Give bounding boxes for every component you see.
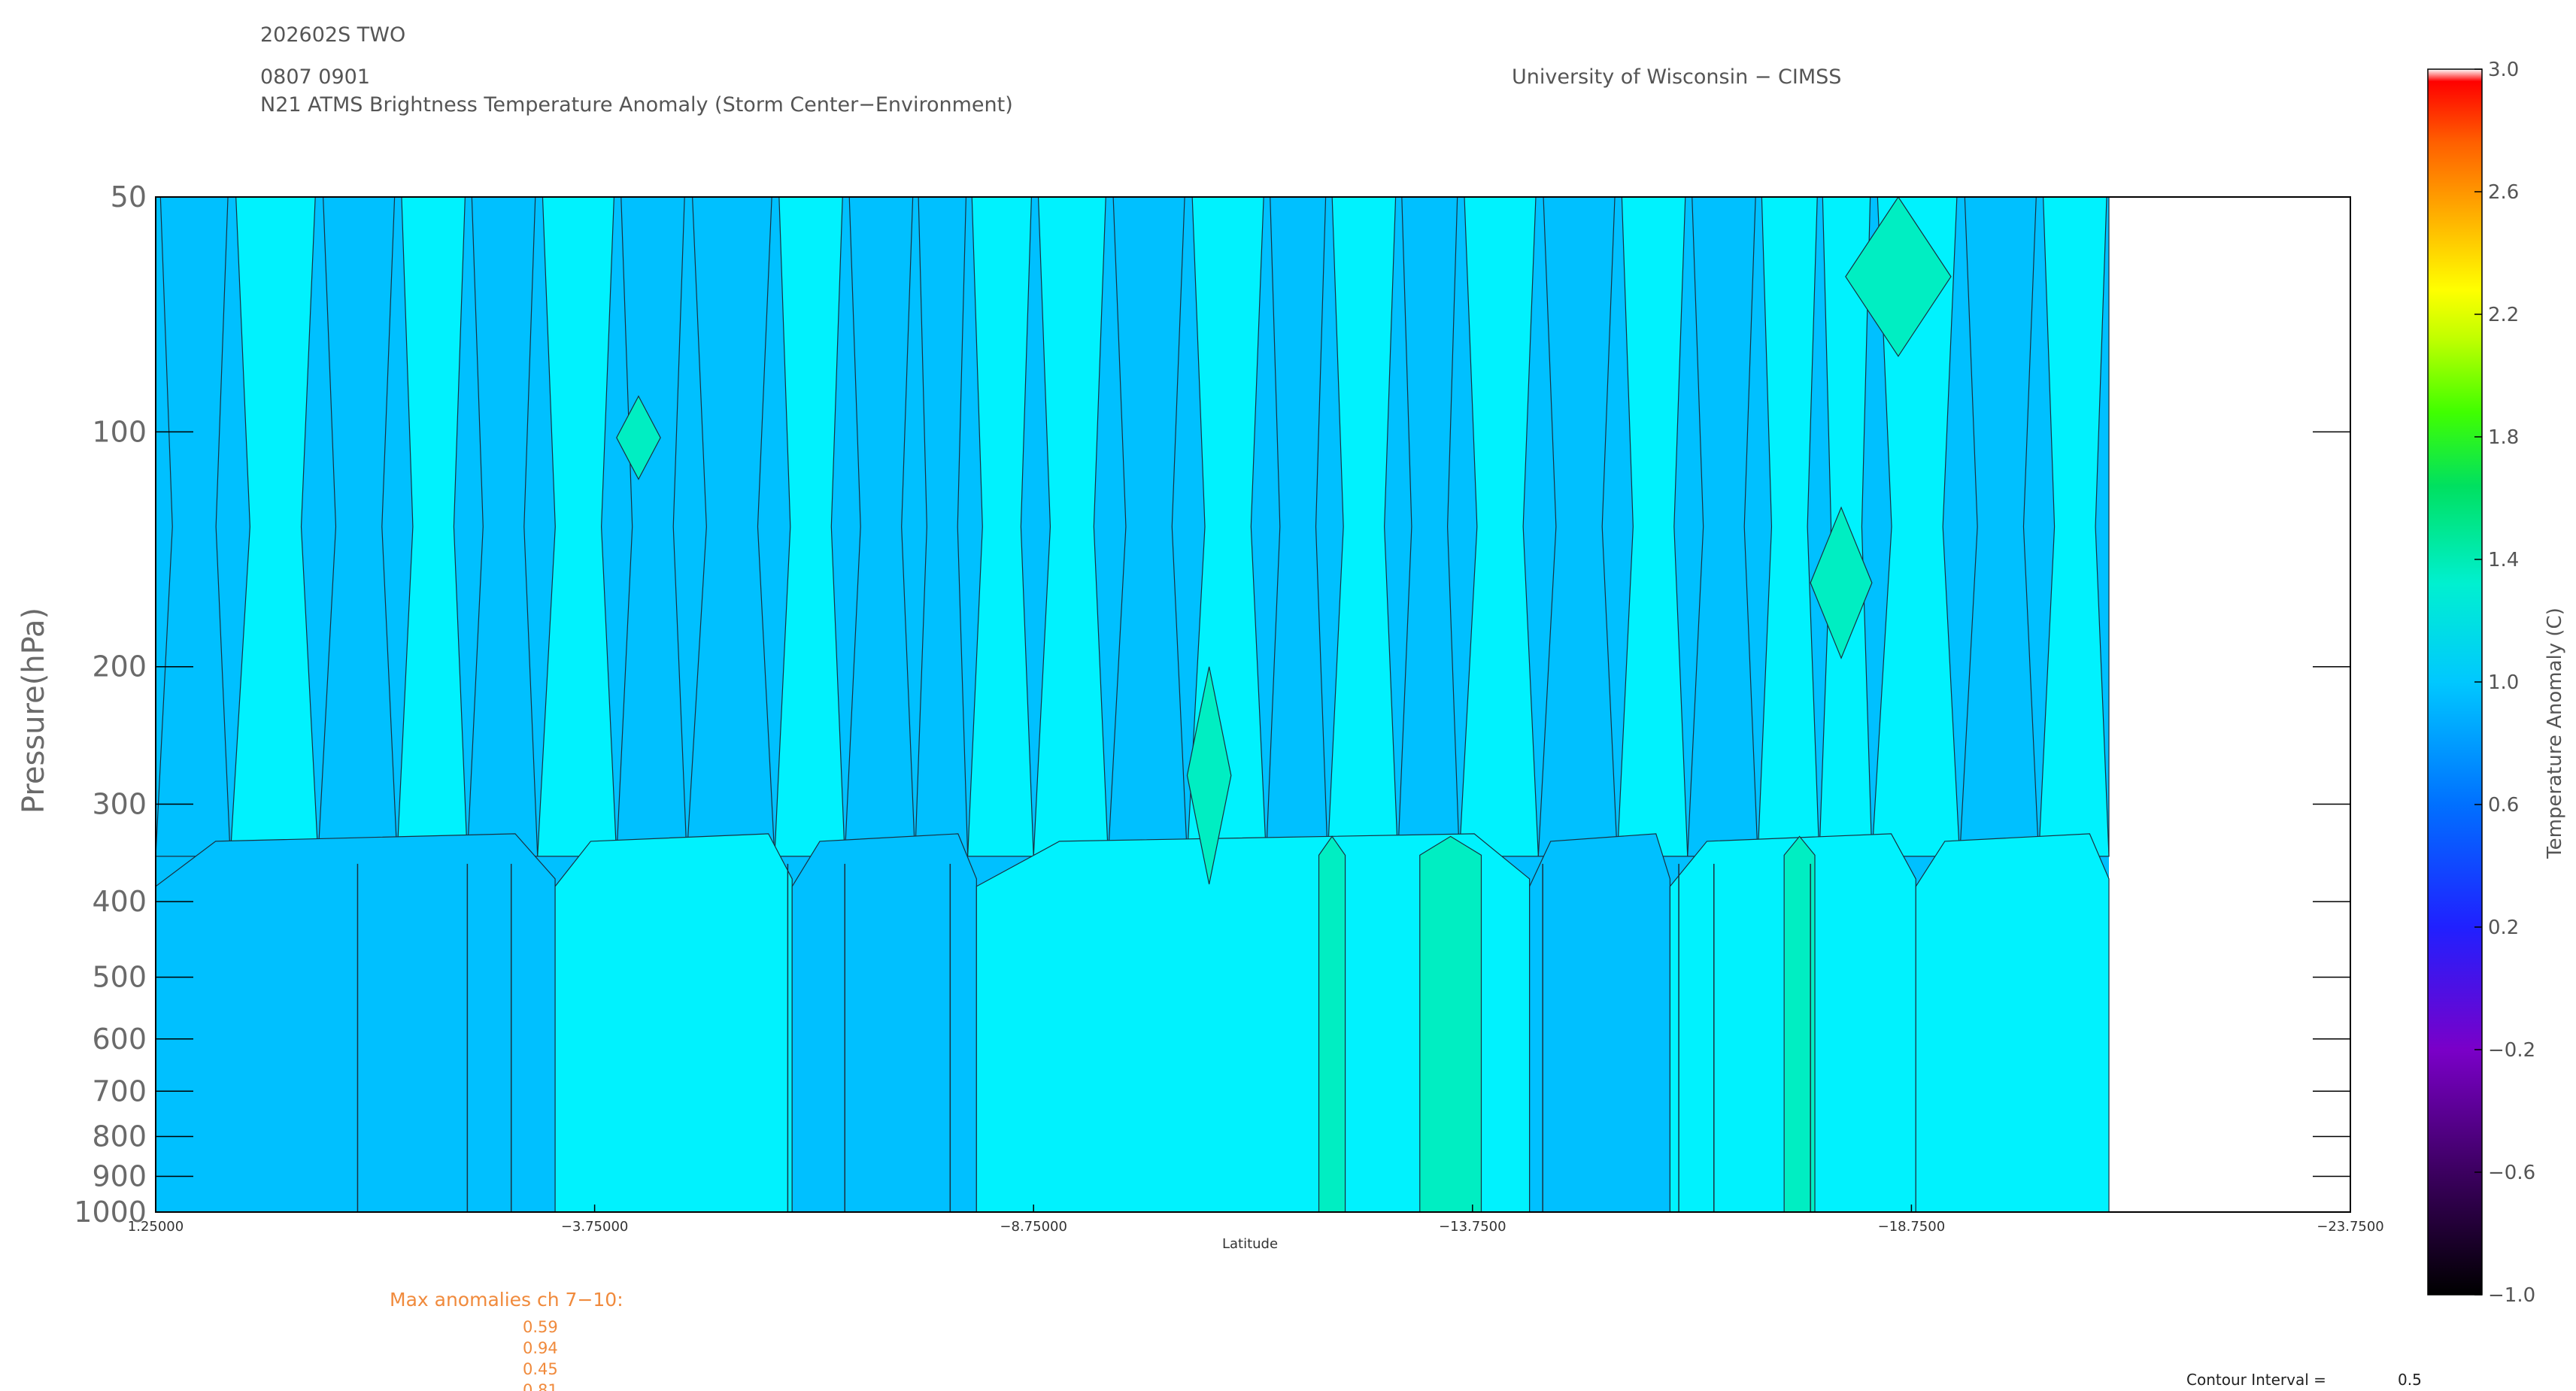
y-tick-label: 200 — [92, 650, 147, 683]
lower-column — [1529, 833, 1671, 1212]
highlight-patch — [1845, 197, 1952, 357]
colorbar: 3.0 2.6 2.2 1.8 1.4 1.0 0.6 0.2 −0.2 −0.6 −1.0 — [2427, 59, 2535, 1307]
highlight-patch — [1783, 835, 1816, 1212]
storm-id: 202602S TWO — [260, 23, 405, 47]
max-anomaly-value: 0.81 — [523, 1381, 558, 1391]
x-tick-label: −13.7500 — [1439, 1219, 1506, 1235]
plot-frame — [155, 196, 2351, 1213]
contour-interval-label: Contour Interval = — [2186, 1371, 2326, 1389]
max-anomaly-value: 0.45 — [523, 1360, 558, 1378]
colorbar-tick-label: −0.2 — [2488, 1039, 2535, 1062]
max-anomaly-value: 0.94 — [523, 1339, 558, 1357]
lower-column — [791, 833, 977, 1212]
x-tick-label: −23.7500 — [2317, 1219, 2384, 1235]
contour-lines — [357, 863, 1811, 1212]
y-tick-label: 900 — [92, 1160, 147, 1193]
y-tick-label: 1000 — [74, 1196, 147, 1229]
lower-column — [156, 833, 556, 1212]
highlight-patch — [616, 395, 661, 480]
colorbar-tick-label: −1.0 — [2488, 1284, 2535, 1307]
x-tick-label: −8.75000 — [1000, 1219, 1067, 1235]
colorbar-tick-label: 1.4 — [2488, 549, 2519, 571]
highlight-patch — [1810, 506, 1873, 659]
x-axis: 1.25000 −3.75000 −8.75000 −13.7500 −18.7500 −… — [128, 1205, 2384, 1235]
colorbar-tick-label: 2.2 — [2488, 304, 2519, 326]
y-axis-title: Pressure(hPa) — [17, 608, 51, 814]
y-tick-label: 700 — [92, 1074, 147, 1108]
highlight-patch — [1419, 835, 1482, 1212]
colorbar-tick-label: 3.0 — [2488, 59, 2519, 81]
max-anomaly-value: 0.59 — [523, 1318, 558, 1336]
colorbar-tick-label: −0.6 — [2488, 1162, 2535, 1184]
lower-column — [554, 833, 793, 1212]
max-anomalies-title: Max anomalies ch 7−10: — [390, 1289, 624, 1311]
y-tick-label: 500 — [92, 961, 147, 994]
lower-column — [1915, 833, 2110, 1212]
colorbar-tick-label: 1.8 — [2488, 426, 2519, 449]
date-time: 0807 0901 — [260, 65, 370, 89]
y-tick-label: 300 — [92, 787, 147, 820]
x-tick-label: −3.75000 — [561, 1219, 629, 1235]
colorbar-tick-label: 0.2 — [2488, 917, 2519, 939]
max-anomaly-values: 0.59 0.94 0.45 0.81 — [523, 1318, 558, 1391]
x-tick-label: 1.25000 — [128, 1219, 184, 1235]
plot-fill — [156, 197, 2110, 1212]
colorbar-tick-label: 2.6 — [2488, 181, 2519, 204]
y-tick-label: 400 — [92, 885, 147, 918]
y-tick-label: 50 — [111, 180, 147, 214]
x-tick-label: −18.7500 — [1878, 1219, 1946, 1235]
contour-interval-value: 0.5 — [2398, 1371, 2422, 1389]
lower-column — [975, 833, 1531, 1212]
product-title: N21 ATMS Brightness Temperature Anomaly … — [260, 93, 1013, 117]
colorbar-bar — [2427, 68, 2483, 1296]
colorbar-tick-label: 1.0 — [2488, 671, 2519, 694]
y-tick-label: 100 — [92, 415, 147, 448]
colorbar-tick-label: 0.6 — [2488, 794, 2519, 817]
institution: University of Wisconsin − CIMSS — [1512, 65, 1841, 89]
highlight-patch — [1186, 666, 1232, 885]
x-axis-title: Latitude — [1222, 1236, 1278, 1252]
colorbar-label: Temperature Anomaly (C) — [2544, 608, 2566, 859]
highlight-patch — [1318, 835, 1346, 1212]
y-tick-label: 600 — [92, 1023, 147, 1056]
y-tick-label: 800 — [92, 1120, 147, 1153]
